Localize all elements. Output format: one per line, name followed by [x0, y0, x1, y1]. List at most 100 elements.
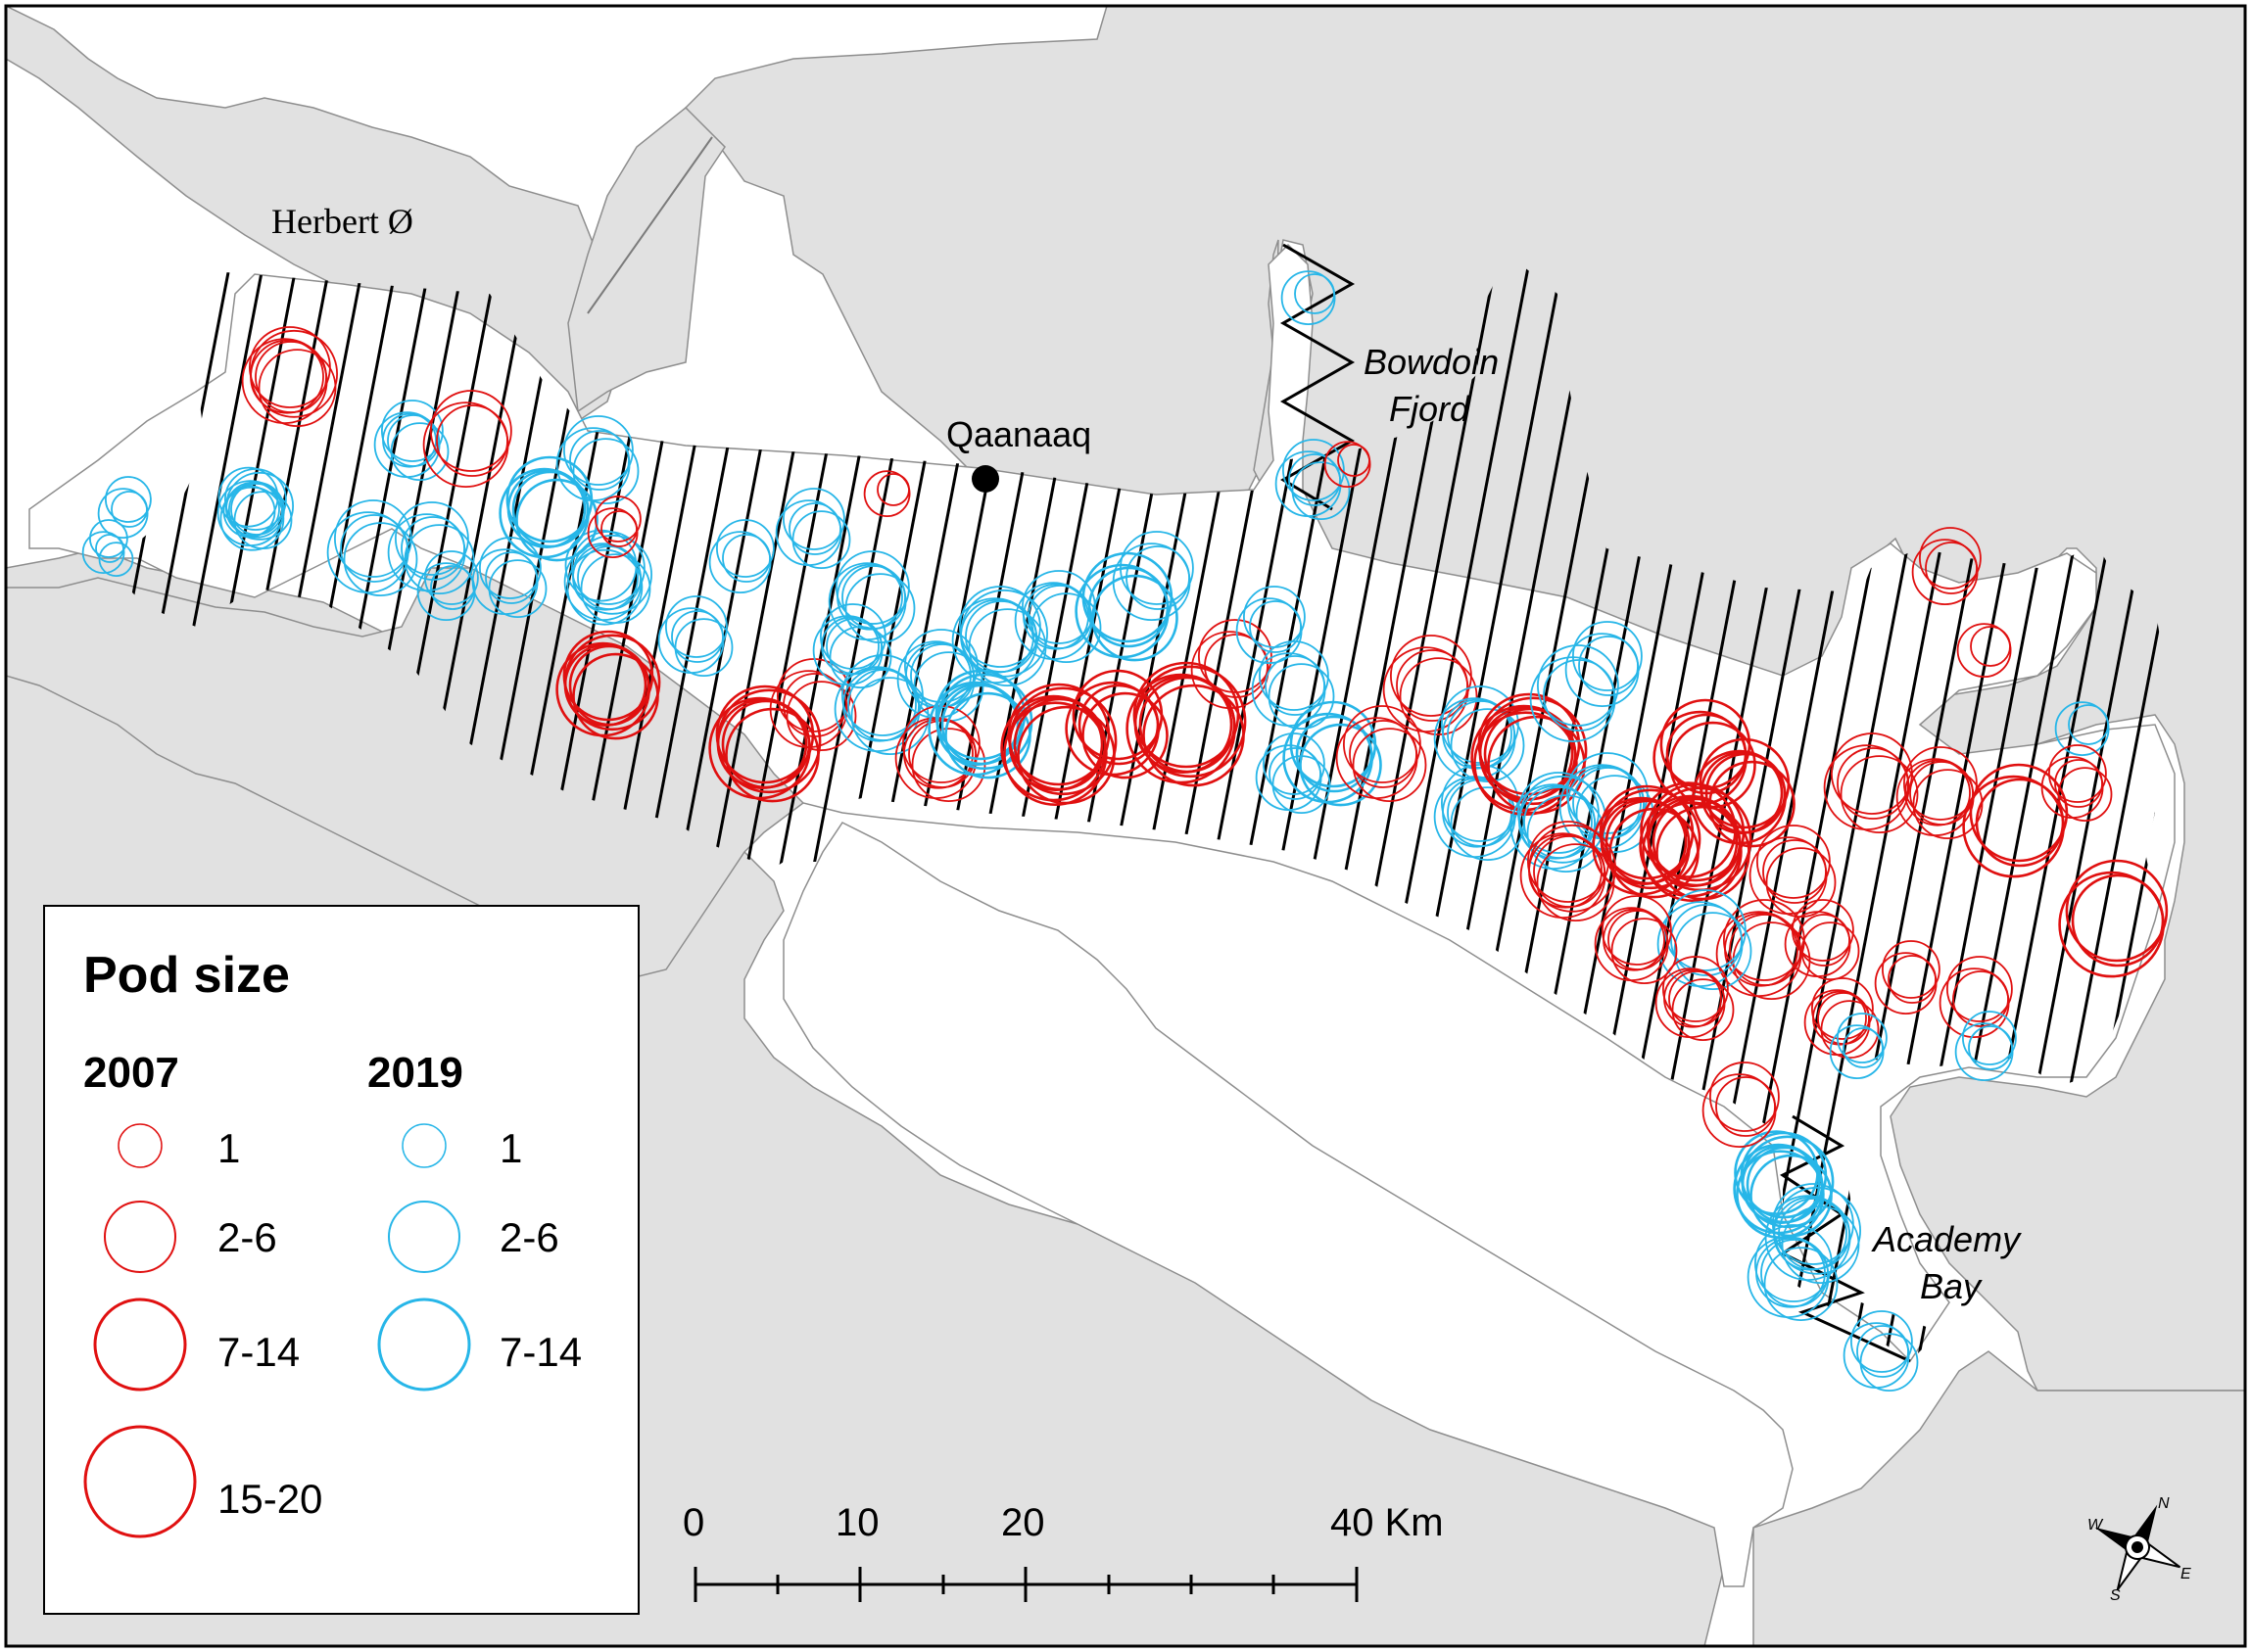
sighting-circle — [1003, 701, 1108, 807]
compass-icon — [2094, 1504, 2181, 1591]
sighting-circle — [1537, 644, 1619, 727]
sighting-circle — [2047, 744, 2107, 803]
sighting-circle — [217, 466, 279, 528]
legend-2019-size-2 — [388, 1201, 460, 1273]
label-academy-1: Academy — [1871, 1219, 2022, 1259]
sighting-circle — [1673, 912, 1752, 990]
sighting-circle — [1946, 956, 2013, 1022]
sighting-circle — [563, 415, 634, 486]
sighting-circle — [81, 531, 125, 574]
sighting-circle — [829, 626, 892, 688]
sighting-circle — [382, 412, 437, 468]
sighting-circle — [1299, 723, 1382, 807]
legend-2019-size-3 — [377, 1298, 471, 1392]
legend-2007-label-4: 15-20 — [217, 1476, 322, 1522]
sighting-circle — [836, 550, 910, 625]
sighting-circle — [587, 507, 639, 558]
land-north-mainland — [6, 6, 2245, 1392]
legend-2007-label-3: 7-14 — [217, 1329, 300, 1375]
sighting-circle — [1763, 1247, 1839, 1321]
sighting-circle — [1602, 895, 1672, 966]
legend-2019-label-1: 1 — [500, 1125, 522, 1171]
sighting-circle — [1008, 686, 1118, 796]
sighting-circle — [1259, 640, 1329, 711]
label-academy-2: Bay — [1920, 1266, 1983, 1306]
sighting-circle — [863, 470, 911, 518]
scale-label-0: 0 — [683, 1501, 704, 1544]
sighting-circle — [1291, 461, 1351, 521]
sighting-circle — [488, 559, 548, 618]
legend-2007-size-3 — [93, 1298, 187, 1392]
sighting-circle — [783, 488, 845, 550]
sighting-circle — [595, 496, 642, 543]
sighting-circle — [1755, 1237, 1826, 1308]
legend-title: Pod size — [83, 947, 290, 1004]
legend-box — [43, 905, 640, 1615]
legend-2007-label-2: 2-6 — [217, 1214, 277, 1260]
sighting-circle — [1442, 698, 1512, 770]
sighting-circle — [1669, 721, 1756, 809]
sighting-circle — [1709, 1062, 1780, 1132]
sighting-circle — [1662, 956, 1729, 1022]
legend-year-2019: 2019 — [367, 1049, 463, 1097]
sighting-circle — [1120, 531, 1194, 605]
compass-e: E — [2180, 1566, 2191, 1582]
sighting-circle — [716, 519, 775, 578]
sighting-circle — [842, 667, 917, 742]
sighting-circle — [1904, 759, 1971, 826]
sighting-circle — [394, 501, 469, 576]
sighting-circle — [1734, 1130, 1819, 1215]
sighting-circle — [563, 634, 661, 732]
sighting-circle — [1610, 918, 1678, 984]
sighting-circle — [2058, 871, 2165, 978]
sighting-circle — [566, 548, 644, 626]
compass-s: S — [2110, 1587, 2121, 1604]
sighting-circle — [423, 550, 479, 605]
sighting-circle — [515, 478, 599, 562]
sighting-circle — [791, 510, 851, 569]
sighting-circle — [1700, 751, 1784, 835]
sighting-circle — [97, 488, 149, 539]
sighting-circle — [1030, 592, 1102, 663]
sighting-circle — [1800, 921, 1860, 980]
sighting-circle — [1724, 912, 1798, 987]
legend-2007-size-2 — [104, 1201, 176, 1273]
sighting-circle — [1741, 1135, 1835, 1229]
legend-2007-size-1 — [118, 1123, 163, 1168]
sighting-circle — [1708, 760, 1796, 848]
sighting-circle — [227, 481, 285, 539]
sighting-circle — [1352, 728, 1427, 802]
sighting-circle — [1282, 439, 1345, 501]
sighting-circle — [1478, 696, 1588, 806]
sighting-circle — [225, 471, 295, 541]
label-bowdoin-1: Bowdoin — [1364, 342, 1499, 382]
sighting-circle — [1126, 673, 1236, 784]
sighting-circle — [1962, 1011, 2017, 1065]
sighting-circle — [380, 400, 444, 462]
sighting-circle — [1572, 621, 1643, 691]
compass-w: W — [2087, 1517, 2104, 1534]
sighting-circle — [1268, 663, 1335, 730]
sighting-circle — [1323, 441, 1371, 489]
sighting-circle — [1280, 270, 1336, 326]
scale-label-20: 20 — [1001, 1501, 1045, 1544]
sighting-circle — [1840, 755, 1919, 833]
qaanaaq-marker — [972, 465, 999, 493]
sighting-circle — [1133, 665, 1247, 779]
sighting-circle — [1450, 708, 1525, 782]
sighting-circle — [1956, 623, 2012, 678]
sighting-circle — [1528, 824, 1616, 913]
sighting-circle — [1903, 746, 1978, 821]
sightings-layer — [81, 270, 2169, 1392]
sighting-circle — [1859, 1333, 1919, 1392]
outer-channel-water — [783, 822, 1794, 1587]
sighting-circle — [837, 563, 903, 631]
sighting-circle — [390, 422, 450, 482]
scale-label-10: 10 — [836, 1501, 880, 1544]
sighting-circle — [665, 595, 728, 658]
sighting-circle — [1811, 977, 1874, 1040]
legend: Pod size 2007 2019 1 2-6 7-14 15-20 1 2-… — [43, 905, 640, 1615]
sighting-circle — [674, 618, 734, 677]
sighting-circle — [844, 573, 916, 643]
sighting-circle — [1882, 940, 1940, 999]
